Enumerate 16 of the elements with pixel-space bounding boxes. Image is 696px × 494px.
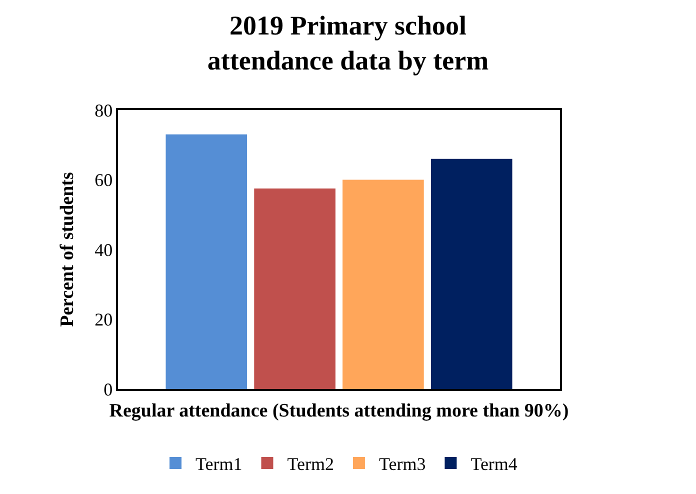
- y-axis-title: Percent of students: [57, 172, 78, 327]
- legend-label: Term3: [378, 454, 426, 474]
- bar: [342, 180, 424, 389]
- legend-label: Term4: [470, 454, 518, 474]
- legend-label: Term1: [196, 454, 242, 474]
- y-tick-label: 80: [94, 100, 113, 120]
- y-tick-label: 0: [104, 379, 113, 400]
- bar: [254, 188, 336, 389]
- y-tick-label: 20: [94, 310, 113, 330]
- y-tick-label: 40: [94, 240, 113, 260]
- bar: [430, 158, 512, 389]
- x-axis-title: Regular attendance (Students attending more than 90%): [109, 400, 569, 422]
- y-tick-label: 60: [94, 170, 113, 190]
- bar: [166, 134, 248, 389]
- chart-title: 2019 Primary school attendance data by term: [207, 10, 490, 76]
- legend-label: Term2: [287, 454, 334, 474]
